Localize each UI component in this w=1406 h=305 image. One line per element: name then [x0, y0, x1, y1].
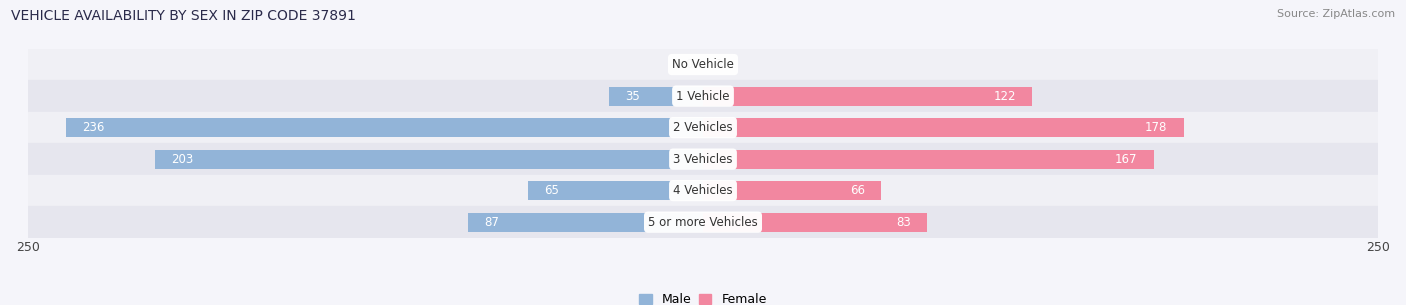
Bar	[703, 181, 882, 200]
Text: Source: ZipAtlas.com: Source: ZipAtlas.com	[1277, 9, 1395, 19]
Legend: Male, Female: Male, Female	[634, 288, 772, 305]
Bar	[28, 49, 1378, 80]
Bar	[468, 213, 703, 231]
Text: 4 Vehicles: 4 Vehicles	[673, 184, 733, 197]
Text: 236: 236	[82, 121, 104, 134]
Text: 122: 122	[994, 90, 1017, 102]
Bar	[155, 150, 703, 169]
Bar	[609, 87, 703, 106]
Text: 203: 203	[172, 152, 194, 166]
Text: 35: 35	[624, 90, 640, 102]
Bar	[28, 175, 1378, 206]
Text: 87: 87	[484, 216, 499, 229]
Text: 3 Vehicles: 3 Vehicles	[673, 152, 733, 166]
Bar	[703, 150, 1154, 169]
Bar	[703, 213, 927, 231]
Text: 1 Vehicle: 1 Vehicle	[676, 90, 730, 102]
Text: 2 Vehicles: 2 Vehicles	[673, 121, 733, 134]
Text: 65: 65	[544, 184, 558, 197]
Bar	[28, 112, 1378, 143]
Text: 0: 0	[685, 58, 692, 71]
Text: 83: 83	[896, 216, 911, 229]
Bar	[28, 80, 1378, 112]
Bar	[28, 206, 1378, 238]
Bar	[703, 87, 1032, 106]
Text: VEHICLE AVAILABILITY BY SEX IN ZIP CODE 37891: VEHICLE AVAILABILITY BY SEX IN ZIP CODE …	[11, 9, 356, 23]
Bar	[527, 181, 703, 200]
Bar	[66, 118, 703, 137]
Bar	[28, 143, 1378, 175]
Bar	[703, 118, 1184, 137]
Text: 5 or more Vehicles: 5 or more Vehicles	[648, 216, 758, 229]
Text: 167: 167	[1115, 152, 1137, 166]
Text: 0: 0	[714, 58, 721, 71]
Text: 66: 66	[851, 184, 865, 197]
Text: 178: 178	[1144, 121, 1167, 134]
Text: No Vehicle: No Vehicle	[672, 58, 734, 71]
